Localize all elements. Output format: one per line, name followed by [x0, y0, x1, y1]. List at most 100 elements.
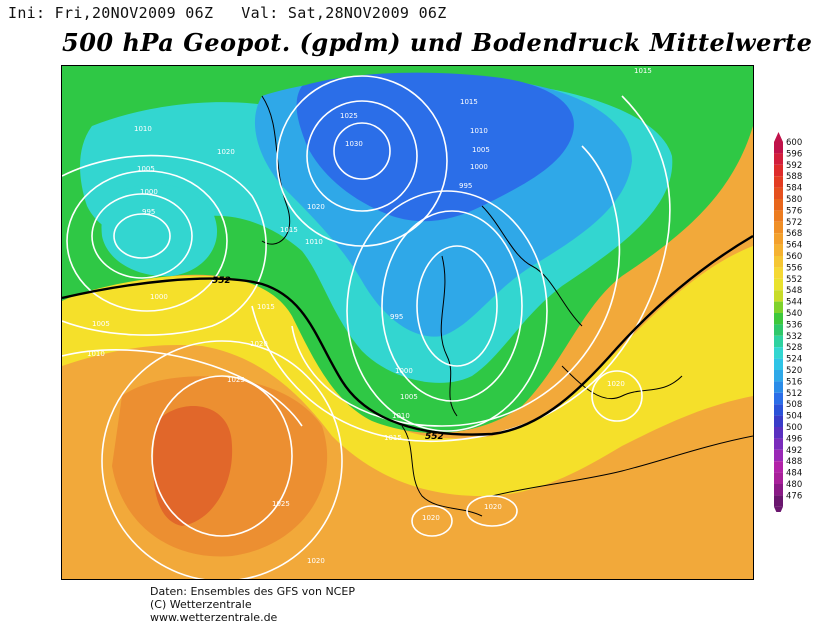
isobar-low-1005 [66, 170, 228, 312]
isobar-label: 1025 [340, 112, 358, 120]
isobar-label: 1030 [345, 140, 363, 148]
legend-label: 596 [786, 149, 802, 159]
legend-swatch [774, 427, 783, 439]
yellow-band [62, 246, 753, 496]
legend-label: 556 [786, 263, 802, 273]
legend-label: 540 [786, 309, 802, 319]
legend-swatch [774, 187, 783, 199]
legend-swatch [774, 210, 783, 222]
isobar-label: 995 [142, 208, 155, 216]
legend-swatch [774, 164, 783, 177]
legend-swatch [774, 324, 783, 336]
legend-label: 524 [786, 355, 802, 365]
legend-swatch [774, 153, 783, 165]
scandinavia-coast [481, 205, 583, 327]
run-info-line: Ini: Fri,20NOV2009 06Z Val: Sat,28NOV200… [8, 4, 447, 22]
legend-label: 588 [786, 172, 802, 182]
legend-swatch [774, 449, 783, 462]
legend-label: 548 [786, 286, 802, 296]
legend-label: 504 [786, 412, 802, 422]
legend-label: 564 [786, 241, 802, 251]
legend-bottom-arrow [774, 506, 783, 512]
legend-label: 544 [786, 298, 802, 308]
legend-swatch [774, 335, 783, 348]
isobar-label: 1020 [307, 557, 325, 565]
isobar-label: 1000 [140, 188, 158, 196]
legend-label: 532 [786, 332, 802, 342]
legend-label: 592 [786, 161, 802, 171]
legend-label: 520 [786, 366, 802, 376]
website-link: www.wetterzentrale.de [150, 611, 278, 624]
legend-swatch [774, 301, 783, 313]
legend-label: 600 [786, 138, 802, 148]
isobar-label: 1015 [384, 434, 402, 442]
legend-canvas: 6005965925885845805765725685645605565525… [774, 132, 802, 512]
isobar-label: 1010 [305, 238, 323, 246]
legend-swatch [774, 370, 783, 382]
isobar-label: 1020 [607, 380, 625, 388]
legend-label: 584 [786, 184, 802, 194]
africa-coast [491, 435, 753, 497]
legend-label: 500 [786, 423, 802, 433]
init-time: Ini: Fri,20NOV2009 06Z [8, 4, 214, 22]
geopotential-552-contour [62, 234, 753, 436]
isobar-label: 1020 [484, 503, 502, 511]
legend-label: 480 [786, 480, 802, 490]
legend-swatch [774, 381, 783, 393]
isobar-label: 1010 [392, 412, 410, 420]
isobar-1030 [333, 122, 391, 180]
isobar-label: 1000 [150, 293, 168, 301]
legend-label: 508 [786, 400, 802, 410]
copyright: (C) Wetterzentrale [150, 598, 252, 611]
legend-label: 488 [786, 457, 802, 467]
isobar-label: 1020 [307, 203, 325, 211]
isobar-1020-north [276, 75, 448, 247]
isobar-label: 1010 [470, 127, 488, 135]
isobar-label: 1015 [460, 98, 478, 106]
isobar-label: 1025 [227, 376, 245, 384]
isobar-label: 1010 [87, 350, 105, 358]
isobar-label: 1005 [137, 165, 155, 173]
isobar-label: 1015 [280, 226, 298, 234]
isobar-labels: 1010 1005 1000 995 1000 1005 1010 1015 1… [87, 67, 652, 565]
legend-swatch [774, 142, 783, 154]
legend-swatch [774, 199, 783, 211]
legend-label: 536 [786, 320, 802, 330]
map-canvas: 1010 1005 1000 995 1000 1005 1010 1015 1… [62, 66, 753, 579]
coastlines [261, 95, 753, 517]
legend-swatch [774, 290, 783, 302]
legend-label: 568 [786, 229, 802, 239]
isobar-995 [416, 245, 498, 367]
isobar-label: 1020 [250, 340, 268, 348]
isobar-low-1000 [91, 193, 193, 279]
isobar-label: 1005 [92, 320, 110, 328]
legend-label: 476 [786, 491, 802, 501]
isobar-1010-west [62, 154, 267, 336]
isobar-1025-high [151, 375, 293, 537]
isobar-1020-east [591, 370, 643, 422]
legend-swatch [774, 404, 783, 416]
legend-swatch [774, 358, 783, 370]
legend-label: 512 [786, 389, 802, 399]
isobar-label: 1000 [395, 367, 413, 375]
legend-label: 580 [786, 195, 802, 205]
isobar-label: 1020 [422, 514, 440, 522]
valid-time: Val: Sat,28NOV2009 06Z [241, 4, 447, 22]
europe-coast [561, 365, 683, 400]
legend-swatch [774, 233, 783, 245]
isobar-label: 995 [459, 182, 472, 190]
legend-swatch [774, 484, 783, 496]
legend-swatch [774, 221, 783, 234]
isobar-label: 1015 [257, 303, 275, 311]
isobar-label: 1020 [217, 148, 235, 156]
legend-swatch [774, 278, 783, 291]
isobar-1025-north [306, 100, 418, 212]
isobar-1015-central [251, 95, 671, 443]
legend-label: 576 [786, 206, 802, 216]
isobar-1020-med [466, 495, 518, 527]
legend-swatch [774, 256, 783, 268]
credits: Daten: Ensembles des GFS von NCEP (C) We… [150, 585, 355, 624]
isobar-1020-iberia [411, 505, 453, 537]
data-source: Daten: Ensembles des GFS von NCEP [150, 585, 355, 598]
greenland-coast [261, 95, 291, 245]
